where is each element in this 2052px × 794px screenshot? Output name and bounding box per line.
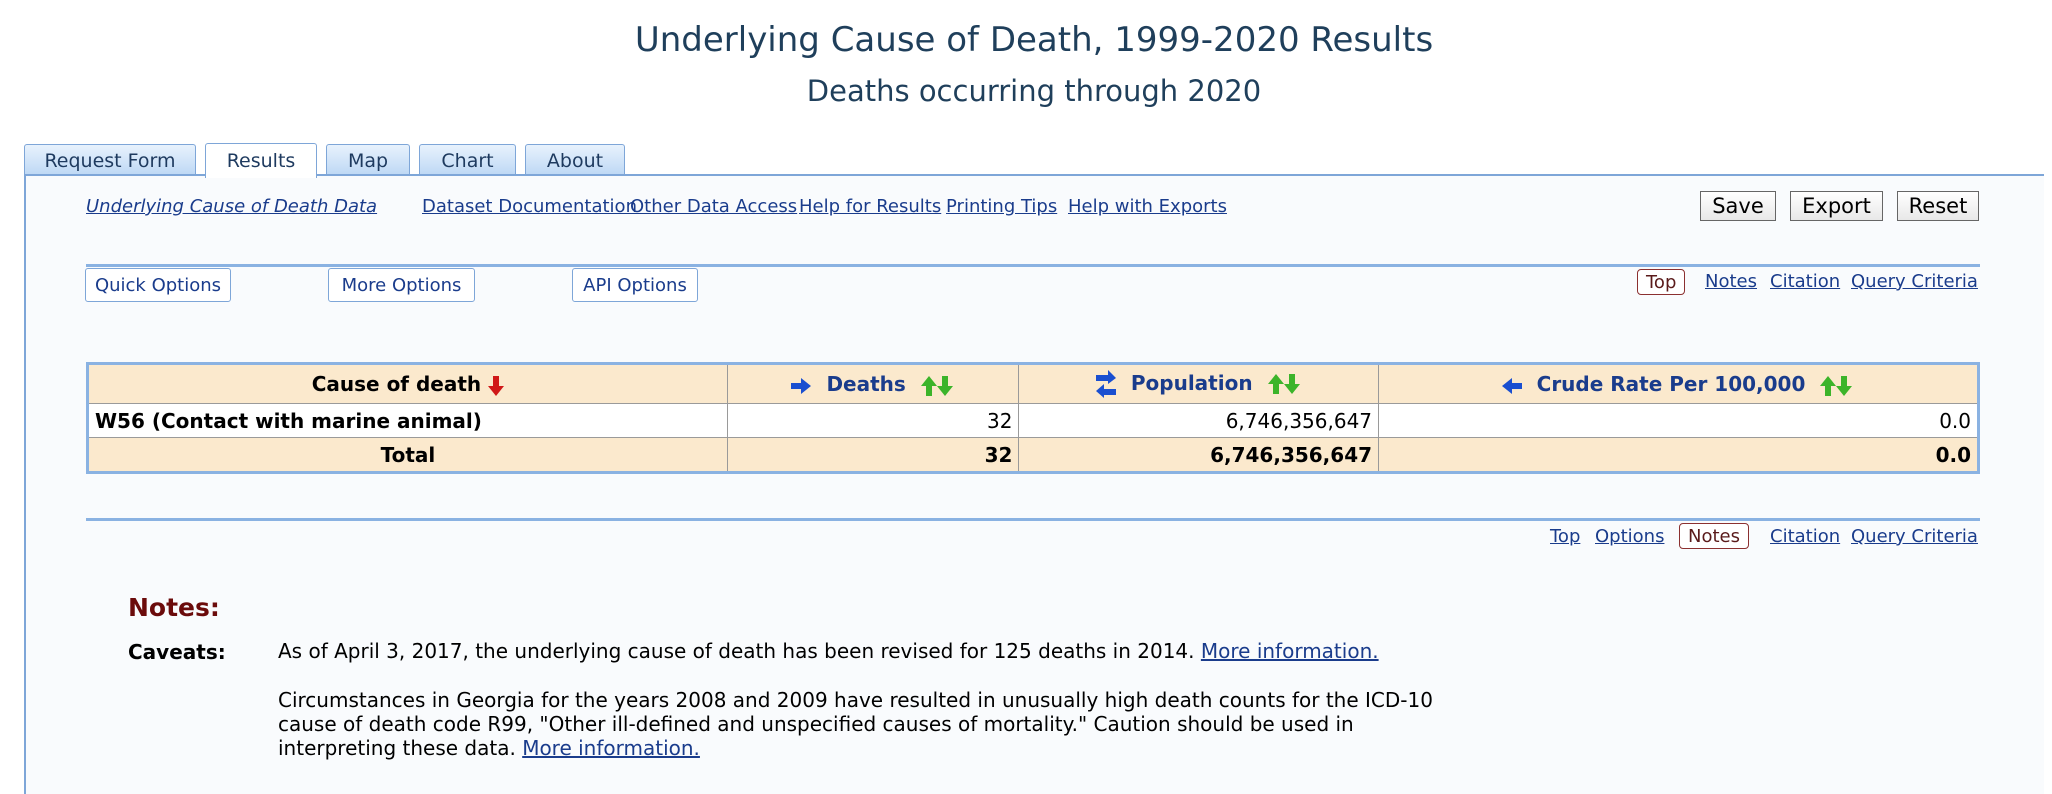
sort-up-down-icon[interactable] [1820,375,1854,396]
divider-notes [86,518,1980,521]
col-header-deaths[interactable]: Deaths [726,363,1020,404]
tab-results[interactable]: Results [205,143,317,178]
save-button[interactable]: Save [1700,191,1776,221]
caveat-1-text: As of April 3, 2017, the underlying caus… [278,639,1195,663]
nav-top-current: Top [1637,269,1686,295]
sort-down-red-icon[interactable] [488,375,505,396]
quick-options-button[interactable]: Quick Options [85,268,231,302]
page-subtitle: Deaths occurring through 2020 [806,74,1262,108]
caveat-2: Circumstances in Georgia for the years 2… [278,688,1478,760]
cell-deaths: 32 [726,403,1020,438]
col-header-population[interactable]: Population [1018,363,1380,404]
link-dataset-documentation[interactable]: Dataset Documentation [422,196,637,217]
col-header-population-label: Population [1130,370,1253,395]
nav-link-notes[interactable]: Notes [1705,271,1757,292]
table-total-row: Total 32 6,746,356,647 0.0 [87,437,1979,473]
link-underlying-cause-data[interactable]: Underlying Cause of Death Data [86,196,378,217]
tab-map[interactable]: Map [326,144,410,176]
col-header-crude-rate[interactable]: Crude Rate Per 100,000 [1378,363,1979,404]
results-table: Cause of death Deaths Population Crude R… [86,362,1980,474]
col-header-deaths-label: Deaths [826,372,906,396]
cell-crude-rate: 0.0 [1378,403,1979,438]
col-header-crude-rate-label: Crude Rate Per 100,000 [1536,372,1806,396]
tab-request-form[interactable]: Request Form [24,144,196,176]
divider-top [86,264,1980,267]
nav-link-citation-bottom[interactable]: Citation [1770,526,1841,547]
caveat-1-more-info-link[interactable]: More information. [1200,639,1379,663]
nav-link-citation[interactable]: Citation [1770,271,1841,292]
cell-total-population: 6,746,356,647 [1018,437,1380,473]
arrow-left-icon[interactable] [1501,377,1522,394]
caveat-1: As of April 3, 2017, the underlying caus… [278,639,1478,663]
tab-about[interactable]: About [525,144,625,176]
nav-link-options[interactable]: Options [1595,526,1665,547]
caveat-2-more-info-link[interactable]: More information. [522,736,700,760]
cell-total-label: Total [87,437,728,473]
cell-cause: W56 (Contact with marine animal) [87,403,728,438]
nav-link-top[interactable]: Top [1550,526,1581,547]
more-options-button[interactable]: More Options [328,268,475,302]
cell-total-deaths: 32 [726,437,1020,473]
caveats-label: Caveats: [128,640,226,664]
cell-population: 6,746,356,647 [1018,403,1380,438]
reset-button[interactable]: Reset [1897,191,1979,221]
link-other-data-access[interactable]: Other Data Access [630,196,798,217]
export-button[interactable]: Export [1790,191,1883,221]
sort-up-down-icon[interactable] [920,375,955,396]
caveat-2-text: Circumstances in Georgia for the years 2… [278,688,1433,760]
nav-link-query-criteria-bottom[interactable]: Query Criteria [1851,526,1978,547]
sort-up-down-icon[interactable] [1267,374,1302,394]
nav-notes-current: Notes [1679,523,1749,549]
api-options-button[interactable]: API Options [572,268,698,302]
link-help-with-exports[interactable]: Help with Exports [1068,196,1227,217]
col-header-cause-label: Cause of death [311,372,482,396]
arrow-right-icon[interactable] [791,377,812,394]
swap-arrows-icon[interactable] [1095,370,1116,398]
page-title: Underlying Cause of Death, 1999-2020 Res… [634,20,1434,60]
table-header-row: Cause of death Deaths Population Crude R… [87,363,1979,404]
nav-link-query-criteria[interactable]: Query Criteria [1851,271,1978,292]
link-help-for-results[interactable]: Help for Results [799,196,942,217]
tab-chart[interactable]: Chart [419,144,516,176]
col-header-cause[interactable]: Cause of death [87,363,728,404]
table-row: W56 (Contact with marine animal) 32 6,74… [87,403,1979,438]
notes-heading: Notes: [128,593,220,622]
cell-total-crude-rate: 0.0 [1378,437,1979,473]
link-printing-tips[interactable]: Printing Tips [946,196,1058,217]
